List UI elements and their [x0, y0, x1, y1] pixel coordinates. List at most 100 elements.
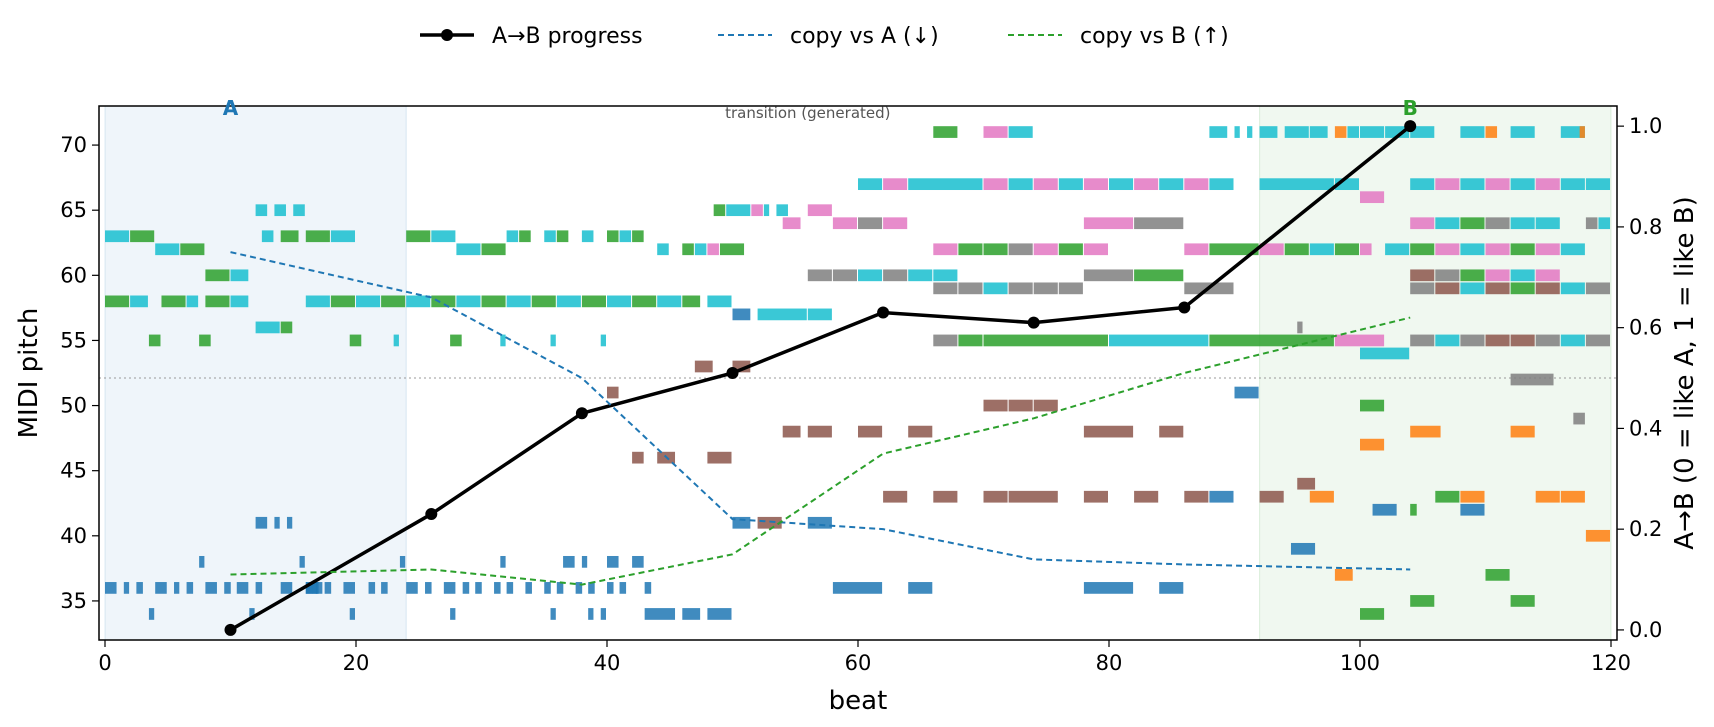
note-block	[148, 608, 155, 620]
note-block	[619, 582, 627, 594]
note-block	[1510, 334, 1535, 347]
note-block	[1460, 282, 1485, 295]
note-block	[908, 582, 933, 594]
note-block	[657, 243, 669, 256]
note-block	[1535, 269, 1560, 282]
note-block	[1435, 334, 1460, 347]
note-block	[368, 582, 376, 594]
note-block	[883, 217, 908, 230]
note-block	[858, 217, 883, 230]
note-block	[1560, 490, 1585, 503]
y-right-tick-label: 0.0	[1629, 618, 1662, 642]
y-right-tick-label: 0.6	[1629, 316, 1662, 340]
note-block	[1510, 373, 1554, 386]
note-block	[255, 321, 280, 334]
note-block	[136, 582, 143, 594]
note-block	[105, 295, 130, 308]
note-block	[1008, 243, 1033, 256]
note-block	[933, 490, 958, 503]
note-block	[1460, 503, 1485, 516]
note-block	[1083, 425, 1134, 438]
note-block	[1485, 126, 1498, 138]
region-b-shade	[1259, 106, 1611, 640]
note-block	[406, 295, 431, 308]
note-block	[1360, 347, 1410, 360]
note-block	[1510, 595, 1535, 607]
note-block	[1510, 178, 1535, 191]
note-block	[236, 582, 249, 594]
note-block	[1083, 178, 1108, 191]
note-block	[1008, 178, 1033, 191]
lines-layer	[224, 120, 1417, 636]
note-block	[330, 295, 355, 308]
note-block	[751, 204, 763, 217]
note-block	[519, 230, 531, 243]
legend-label: copy vs B (↑)	[1080, 24, 1229, 49]
note-block	[1290, 542, 1316, 555]
note-block	[1134, 269, 1184, 282]
note-block	[1560, 334, 1585, 347]
note-block	[174, 582, 180, 594]
note-block	[607, 386, 619, 399]
note-block	[1008, 490, 1058, 503]
note-block	[1309, 490, 1334, 503]
note-block	[205, 295, 230, 308]
note-block	[199, 555, 205, 568]
note-block	[1058, 243, 1083, 256]
note-block	[644, 582, 652, 594]
note-block	[531, 295, 556, 308]
note-block	[1535, 334, 1560, 347]
note-block	[958, 282, 983, 295]
note-block	[1435, 217, 1460, 230]
note-block	[230, 295, 249, 308]
note-block	[1360, 399, 1385, 412]
note-block	[1259, 490, 1284, 503]
y-left-tick-label: 70	[60, 133, 87, 157]
note-block	[1410, 503, 1417, 516]
note-block	[1410, 595, 1435, 607]
note-block	[1410, 126, 1435, 138]
y-right-tick-label: 1.0	[1629, 114, 1662, 138]
note-block	[105, 230, 130, 243]
series-0-point	[726, 367, 739, 379]
note-block	[1309, 126, 1328, 138]
note-block	[1510, 126, 1535, 138]
note-block	[293, 204, 305, 217]
note-block	[933, 269, 958, 282]
note-block	[1460, 269, 1485, 282]
note-block	[1184, 243, 1209, 256]
note-block	[556, 230, 569, 243]
note-block	[1297, 321, 1303, 334]
note-block	[757, 516, 782, 529]
note-block	[1334, 126, 1347, 138]
note-block	[832, 582, 883, 594]
note-block	[1385, 243, 1410, 256]
note-block	[983, 126, 1008, 138]
note-block	[1435, 269, 1460, 282]
note-block	[1033, 282, 1058, 295]
note-block	[431, 230, 456, 243]
note-block	[933, 282, 958, 295]
note-block	[550, 608, 556, 620]
note-block	[556, 582, 564, 594]
note-block	[1573, 412, 1585, 425]
note-block	[324, 582, 332, 594]
note-block	[1083, 269, 1134, 282]
note-block	[1297, 477, 1316, 490]
note-block	[161, 295, 186, 308]
note-block	[481, 243, 506, 256]
note-block	[1460, 178, 1485, 191]
note-block	[807, 269, 832, 282]
note-block	[544, 230, 556, 243]
note-block	[832, 217, 857, 230]
legend-marker	[441, 29, 453, 41]
note-block	[255, 582, 263, 594]
note-block	[1560, 126, 1585, 138]
note-block	[481, 295, 506, 308]
note-block	[299, 555, 305, 568]
note-block	[130, 295, 148, 308]
region-layer	[99, 106, 1617, 640]
note-block	[1008, 399, 1033, 412]
y-left-tick-label: 35	[60, 589, 87, 613]
note-block	[1585, 217, 1598, 230]
